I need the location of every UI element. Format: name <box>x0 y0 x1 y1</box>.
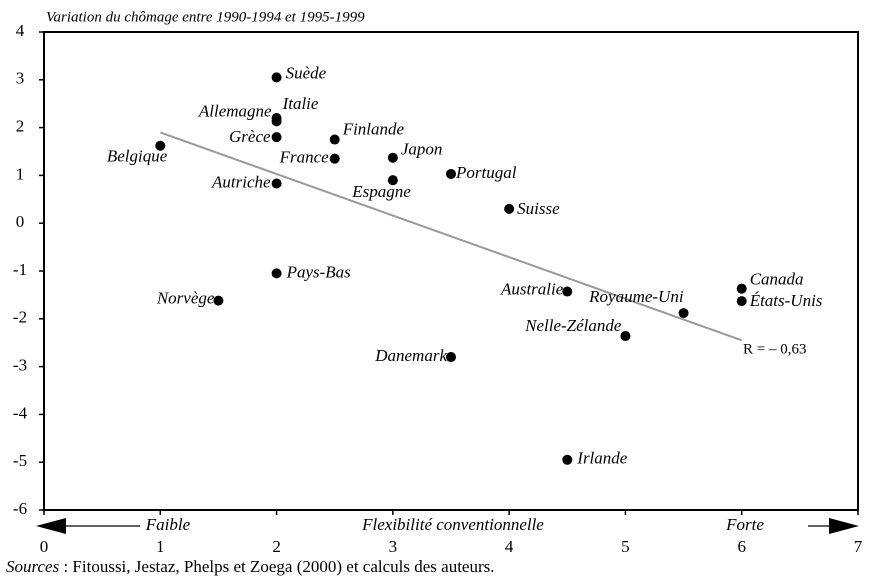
point-label: Norvège <box>156 289 215 308</box>
point-label: Danemark <box>374 346 447 365</box>
source: Sources : Fitoussi, Jestaz, Phelps et Zo… <box>6 557 495 576</box>
point <box>271 72 282 83</box>
plot-frame <box>43 31 859 511</box>
point-label: Suède <box>286 63 327 82</box>
trend-line <box>159 131 743 342</box>
y-tick-label: 4 <box>16 21 25 40</box>
point <box>736 283 747 294</box>
y-tick-label: -2 <box>13 308 27 327</box>
point-label: États-Unis <box>749 291 823 310</box>
y-tick-label: -6 <box>13 499 27 518</box>
point-label: Irlande <box>576 449 628 468</box>
point <box>446 352 456 363</box>
x-label-right: Forte <box>725 515 764 534</box>
point <box>736 296 747 307</box>
x-tick-label: 0 <box>40 537 49 556</box>
point-label: Nelle-Zélande <box>524 316 622 335</box>
y-tick-label: 0 <box>16 212 25 231</box>
point-label: Grèce <box>229 127 271 146</box>
arrow-left-head <box>36 518 66 534</box>
x-tick-label: 7 <box>854 537 863 556</box>
x-tick-label: 4 <box>505 537 514 556</box>
point <box>271 178 282 189</box>
point-label: Pays-Bas <box>286 262 352 281</box>
x-tick-label: 2 <box>272 537 281 556</box>
point-label: Suisse <box>517 199 560 218</box>
point-label: Japon <box>401 140 443 159</box>
source-label: Sources <box>6 557 60 576</box>
annotation: R = – 0,63 <box>743 341 806 357</box>
arrow-right-head <box>829 518 859 534</box>
y-tick-label: 3 <box>16 69 25 88</box>
y-tick-label: 2 <box>16 117 25 136</box>
point-label: Autriche <box>211 172 271 191</box>
point-label: Belgique <box>107 147 168 166</box>
point-label: Royaume-Uni <box>588 287 684 306</box>
point-label: Finlande <box>342 119 405 138</box>
point <box>329 134 340 145</box>
x-tick-label: 1 <box>156 537 165 556</box>
point-label: France <box>279 148 330 167</box>
x-axis-label: Flexibilité conventionnelle <box>361 515 544 534</box>
point <box>562 286 573 297</box>
point <box>387 175 398 186</box>
point <box>271 268 282 279</box>
x-label-left: Faible <box>145 515 191 534</box>
point-label: Portugal <box>455 163 517 182</box>
chart-title: Variation du chômage entre 1990-1994 et … <box>46 9 365 25</box>
y-tick-label: -5 <box>13 451 27 470</box>
point <box>271 116 282 127</box>
point <box>620 331 631 342</box>
point <box>213 295 224 306</box>
x-tick-label: 3 <box>389 537 398 556</box>
point <box>504 203 515 214</box>
point <box>562 454 573 465</box>
point <box>387 152 398 163</box>
point <box>271 132 282 143</box>
point <box>678 308 689 319</box>
point-label: Australie <box>500 279 564 298</box>
point-label: Canada <box>750 270 804 289</box>
y-tick-label: -4 <box>13 403 28 422</box>
point-label: Allemagne <box>198 101 272 120</box>
point <box>155 140 166 151</box>
x-tick-label: 6 <box>737 537 746 556</box>
source-text: : Fitoussi, Jestaz, Phelps et Zoega (200… <box>59 557 494 576</box>
point <box>329 153 340 164</box>
x-tick-label: 5 <box>621 537 630 556</box>
point-label: Italie <box>282 94 319 113</box>
y-tick-label: -3 <box>13 356 27 375</box>
point-label: Espagne <box>351 182 411 201</box>
y-tick-label: 1 <box>16 164 25 183</box>
y-tick-label: -1 <box>13 260 27 279</box>
point <box>446 168 456 179</box>
